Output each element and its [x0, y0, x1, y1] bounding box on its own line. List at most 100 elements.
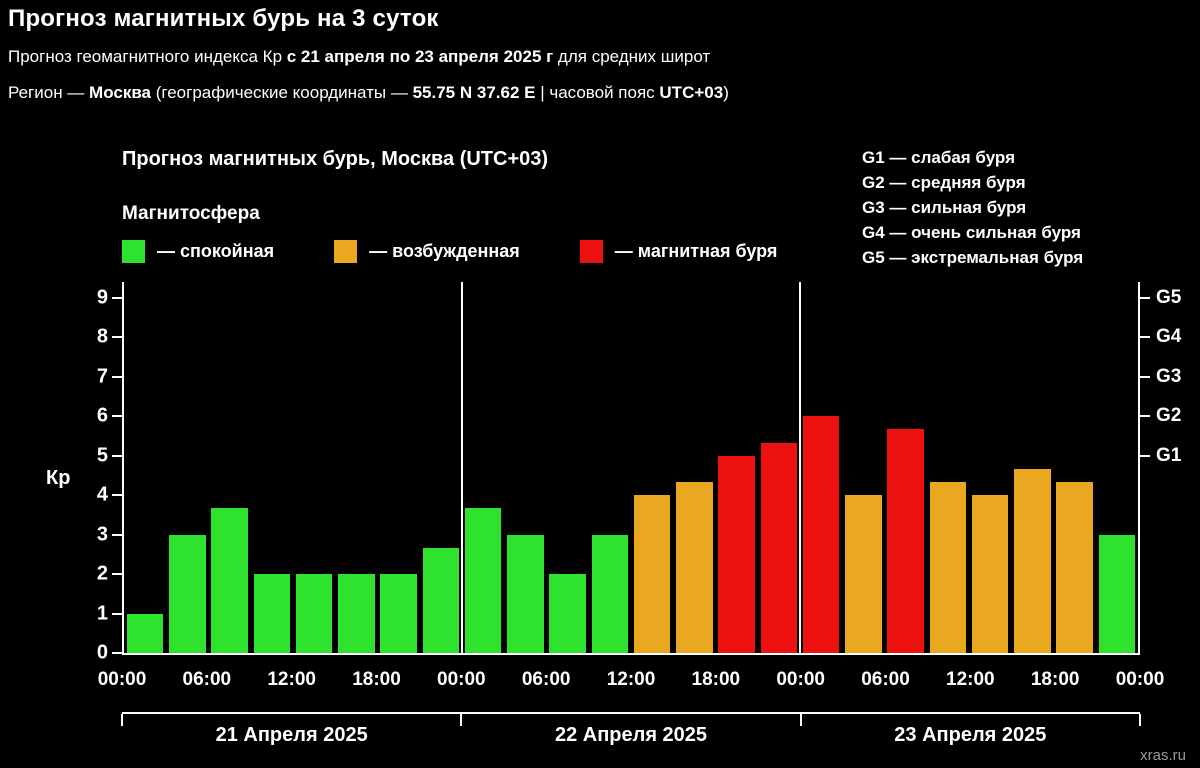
g-tick-mark: [1140, 375, 1150, 378]
x-tick-label: 00:00: [1115, 669, 1165, 690]
chart-title: Прогноз магнитных бурь, Москва (UTC+03): [122, 148, 549, 170]
coordinates: 55.75 N 37.62 E: [412, 83, 536, 102]
y-tick-label: 7: [96, 365, 108, 388]
subtitle-text: Регион —: [8, 83, 90, 102]
bracket-tick: [460, 714, 463, 726]
legend-item-quiet: — спокойная: [122, 240, 274, 263]
legend-label-storm: — магнитная буря: [614, 241, 778, 261]
x-tick-label: 00:00: [776, 669, 825, 690]
kp-axis-label: Кр: [46, 467, 71, 489]
kp-bar: [676, 482, 713, 653]
subtitle-region: Регион — Москва (географические координа…: [8, 83, 729, 103]
kp-bar: [169, 534, 206, 653]
y-tick-label: 9: [96, 286, 108, 309]
y-tick-mark: [112, 612, 122, 615]
g5-label: G5 — экстремальная буря: [862, 248, 1084, 267]
y-tick-mark: [112, 652, 122, 654]
g-tick-label: G4: [1156, 326, 1182, 348]
day-label: 21 Апреля 2025: [215, 724, 368, 746]
day-label: 23 Апреля 2025: [894, 724, 1047, 746]
day-label: 22 Апреля 2025: [554, 724, 708, 746]
g-tick-label: G2: [1156, 405, 1182, 427]
legend-item-storm: — магнитная буря: [579, 240, 778, 263]
kp-bar: [1056, 482, 1093, 653]
day-labels: 21 Апреля 2025 22 Апреля 2025 23 Апреля 20…: [122, 724, 1140, 750]
x-tick-label: 18:00: [691, 669, 741, 690]
legend-label-quiet: — спокойная: [157, 241, 275, 261]
y-tick-label: 6: [96, 404, 108, 427]
y-tick-label: 0: [96, 641, 108, 664]
y-tick-mark: [112, 573, 122, 576]
kp-bar: [338, 574, 375, 653]
g-tick-label: G5: [1156, 286, 1182, 308]
kp-bar: [718, 455, 755, 653]
x-tick-label: 18:00: [352, 669, 401, 690]
kp-bar: [211, 508, 248, 653]
y-tick-mark: [112, 336, 122, 339]
bracket-tick: [1139, 714, 1141, 726]
kp-bar: [887, 429, 924, 653]
y-tick-label: 2: [96, 562, 108, 585]
kp-bar: [633, 495, 671, 653]
kp-bar: [464, 508, 502, 653]
g-scale-legend: G1 — слабая буря G2 — средняя буря G3 — …: [862, 145, 1083, 270]
kp-bar: [422, 547, 460, 653]
forecast-chart: Прогноз магнитных бурь, Москва (UTC+03) …: [0, 140, 1200, 768]
kp-bar: [549, 574, 586, 653]
legend-label-active: — возбужденная: [369, 241, 520, 261]
y-tick-mark: [112, 415, 122, 418]
kp-bar: [507, 534, 544, 653]
kp-bar: [126, 613, 164, 653]
subtitle-forecast-period: Прогноз геомагнитного индекса Кр с 21 ап…: [8, 47, 710, 67]
y-tick-mark: [112, 375, 122, 378]
g-tick-label: G3: [1156, 365, 1182, 387]
day-boundary-line: [461, 282, 463, 653]
y-tick-label: 1: [96, 602, 108, 625]
storm-color-swatch: [579, 240, 603, 263]
g-tick-label: G1: [1156, 444, 1182, 466]
date-range: с 21 апреля по 23 апреля 2025 г: [286, 47, 554, 66]
x-axis-labels: 00:00 06:00 12:00 18:00 00:00 06:00 12:00 18:00…: [98, 669, 1165, 693]
y-tick-mark: [112, 494, 122, 497]
y-tick-label: 4: [96, 483, 108, 506]
kp-bar: [380, 574, 417, 653]
y-tick-label: 5: [96, 444, 108, 467]
x-tick-label: 00:00: [437, 669, 486, 690]
y-tick-label: 8: [96, 325, 108, 348]
watermark-link[interactable]: xras.ru: [1140, 747, 1186, 764]
subtitle-text: для средних широт: [553, 47, 711, 66]
kp-bar: [802, 416, 840, 653]
legend-item-active: — возбужденная: [334, 240, 520, 263]
kp-bar: [929, 482, 967, 653]
g-tick-mark: [1140, 415, 1150, 418]
kp-bar: [253, 574, 291, 653]
active-color-swatch: [334, 240, 358, 263]
kp-bar: [1014, 468, 1051, 653]
x-tick-label: 06:00: [521, 669, 571, 690]
g-tick-mark: [1140, 454, 1150, 457]
y-tick-mark: [112, 533, 122, 536]
g3-label: G3 — сильная буря: [862, 198, 1027, 217]
bracket-tick: [799, 714, 802, 726]
kp-bar: [760, 442, 798, 653]
page-title: Прогноз магнитных бурь на 3 суток: [8, 5, 439, 32]
subtitle-text: Прогноз геомагнитного индекса Кр: [8, 47, 287, 66]
bracket-tick: [121, 714, 123, 726]
quiet-color-swatch: [122, 240, 145, 263]
legend: — спокойная — возбужденная — магнитная б…: [122, 240, 837, 263]
g4-label: G4 — очень сильная буря: [862, 223, 1081, 242]
x-tick-label: 00:00: [97, 669, 147, 690]
x-tick-label: 12:00: [946, 669, 995, 690]
magnetosphere-legend-title: Магнитосфера: [122, 203, 260, 224]
kp-bar: [971, 495, 1009, 653]
y-tick-mark: [112, 296, 122, 299]
g2-label: G2 — средняя буря: [862, 173, 1026, 192]
timezone: UTC+03: [659, 83, 724, 102]
x-tick-label: 06:00: [182, 669, 232, 690]
g-tick-mark: [1140, 336, 1150, 339]
g-tick-mark: [1140, 296, 1150, 299]
subtitle-text: (географические координаты —: [151, 83, 413, 102]
x-tick-label: 06:00: [861, 669, 910, 690]
g1-label: G1 — слабая буря: [862, 148, 1016, 167]
